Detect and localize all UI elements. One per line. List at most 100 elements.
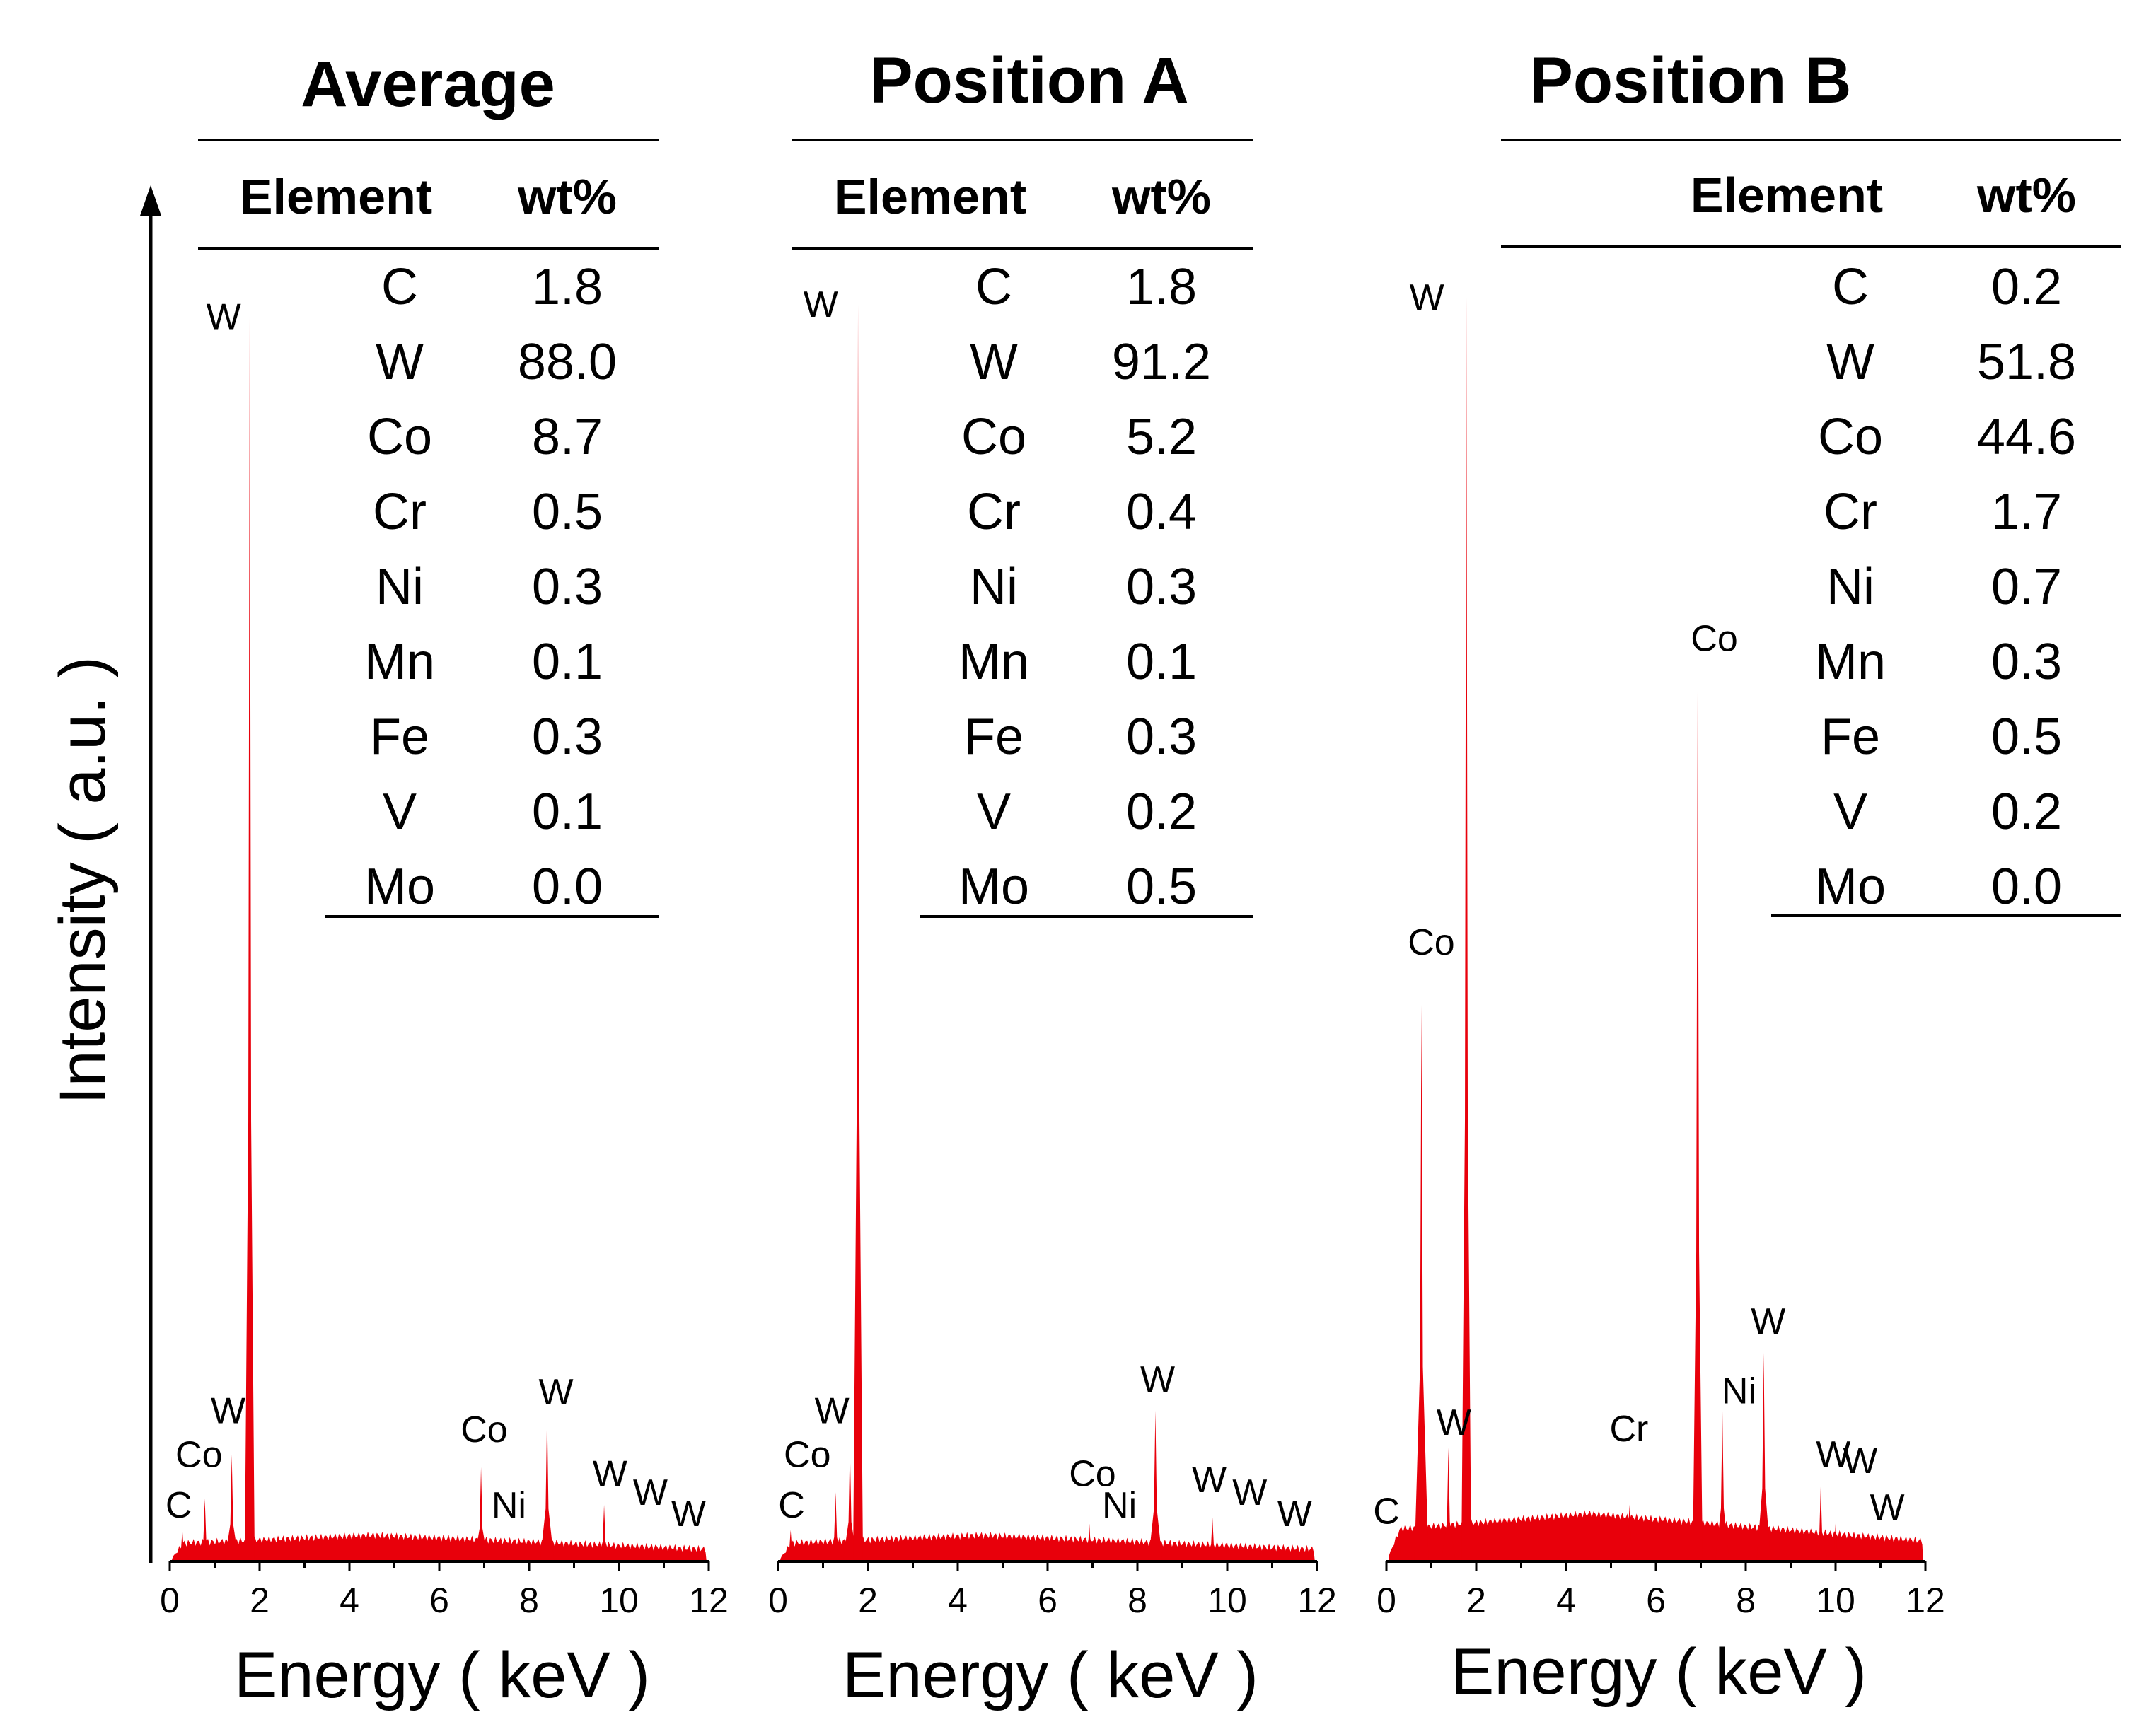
table-cell-wt: 0.5	[1126, 859, 1197, 915]
peak-label: C	[1373, 1491, 1400, 1532]
spectrum-peak	[1715, 1409, 1729, 1561]
peak-label: Co	[1069, 1453, 1115, 1494]
x-tick-label: 0	[1377, 1581, 1396, 1620]
x-tick-label: 10	[599, 1581, 639, 1620]
x-tick-label: 10	[1816, 1581, 1855, 1620]
table-header-element: Element	[834, 169, 1026, 224]
x-tick-label: 2	[858, 1581, 878, 1620]
peak-label: W	[1816, 1434, 1850, 1475]
peak-label: Co	[784, 1435, 830, 1476]
table-cell-wt: 0.5	[1991, 709, 2062, 765]
table-cell-element: Cr	[1824, 484, 1877, 540]
peak-label: W	[211, 1390, 245, 1431]
spectrum-peak	[1106, 1551, 1121, 1561]
peak-label: W	[1232, 1472, 1267, 1513]
x-tick-label: 12	[1297, 1581, 1337, 1620]
spectrum-peak	[683, 1551, 698, 1561]
spectrum-peak	[224, 1454, 239, 1561]
spectrum-background	[780, 1531, 1315, 1561]
spectrum-background	[172, 1531, 707, 1561]
table-cell-element: Mn	[364, 634, 435, 690]
x-axis-label: Energy ( keV )	[234, 1639, 650, 1711]
x-tick-label: 8	[519, 1581, 539, 1620]
table-cell-wt: 0.0	[1991, 859, 2062, 915]
peak-label: Cr	[1609, 1409, 1648, 1450]
table-cell-element: W	[970, 334, 1018, 390]
spectrum-peak	[1814, 1485, 1828, 1561]
spectrum-peak	[1205, 1517, 1220, 1561]
spectrum-peak	[1622, 1504, 1637, 1561]
table-cell-wt: 1.8	[532, 259, 603, 315]
spectrum-peak	[1414, 1005, 1429, 1561]
table-cell-element: Ni	[376, 559, 424, 615]
x-tick-label: 2	[250, 1581, 270, 1620]
y-axis-label: Intensity ( a.u. )	[47, 656, 119, 1105]
table-cell-wt: 0.2	[1991, 784, 2062, 840]
table-cell-element: V	[977, 784, 1011, 840]
table-cell-wt: 0.2	[1991, 259, 2062, 315]
table-cell-wt: 0.7	[1991, 559, 2062, 615]
x-tick-label: 4	[948, 1581, 968, 1620]
table-cell-element: Ni	[970, 559, 1018, 615]
spectrum-peak	[1220, 1542, 1234, 1561]
table-cell-wt: 0.3	[1126, 709, 1197, 765]
spectrum-peak	[597, 1504, 612, 1561]
spectrum-background	[1389, 1510, 1923, 1561]
peak-label: Ni	[1722, 1371, 1756, 1412]
peak-label: W	[815, 1390, 850, 1431]
panel-title: Position B	[1530, 45, 1852, 117]
peak-label: W	[1751, 1301, 1785, 1342]
x-tick-label: 4	[1556, 1581, 1576, 1620]
peak-label: Co	[1408, 922, 1454, 963]
table-header-wt: wt%	[1111, 169, 1211, 224]
table-cell-wt: 0.2	[1126, 784, 1197, 840]
spectrum-peak	[828, 1492, 843, 1561]
x-tick-label: 0	[768, 1581, 788, 1620]
peak-label: W	[633, 1472, 668, 1513]
table-cell-element: W	[376, 334, 424, 390]
table-cell-wt: 1.8	[1126, 259, 1197, 315]
table-cell-element: Fe	[370, 709, 429, 765]
spectrum-peak	[245, 304, 255, 1561]
peak-label: W	[1843, 1441, 1877, 1482]
table-cell-wt: 0.4	[1126, 484, 1197, 540]
x-tick-label: 12	[1906, 1581, 1945, 1620]
table-cell-element: Cr	[967, 484, 1021, 540]
table-cell-wt: 51.8	[1977, 334, 2076, 390]
table-cell-element: C	[381, 259, 418, 315]
x-tick-label: 12	[689, 1581, 729, 1620]
table-cell-element: Mo	[364, 859, 435, 915]
panel-title: Position A	[869, 45, 1188, 117]
x-tick-label: 2	[1466, 1581, 1486, 1620]
spectrum-peak	[540, 1410, 555, 1561]
table-cell-wt: 44.6	[1977, 409, 2076, 465]
spectrum-peak	[1082, 1523, 1097, 1561]
table-header-wt: wt%	[1976, 168, 2076, 223]
table-cell-wt: 0.1	[532, 784, 603, 840]
table-header-wt: wt%	[517, 169, 617, 224]
peak-label: Ni	[1102, 1485, 1137, 1526]
spectrum-peak	[1461, 297, 1472, 1561]
peak-label: Ni	[492, 1485, 526, 1526]
table-cell-element: Cr	[373, 484, 427, 540]
peak-label: W	[207, 297, 241, 338]
table-cell-wt: 1.7	[1991, 484, 2062, 540]
x-axis-label: Energy ( keV )	[842, 1639, 1258, 1711]
spectrum-peak	[670, 1551, 685, 1561]
peak-label: Co	[460, 1409, 507, 1450]
table-cell-element: Co	[961, 409, 1026, 465]
table-cell-element: Fe	[1821, 709, 1880, 765]
table-cell-element: C	[1832, 259, 1869, 315]
spectrum-peak	[1693, 676, 1703, 1561]
table-cell-element: V	[1833, 784, 1867, 840]
spectrum-peak	[853, 304, 864, 1561]
spectrum-peak	[842, 1448, 857, 1561]
table-cell-element: Mo	[1815, 859, 1886, 915]
table-cell-element: W	[1826, 334, 1874, 390]
table-cell-wt: 0.5	[532, 484, 603, 540]
panel-position-a: Position A Element wt% C 1.8 W 91.2 Co 5.2 Cr 0…	[768, 45, 1337, 1711]
